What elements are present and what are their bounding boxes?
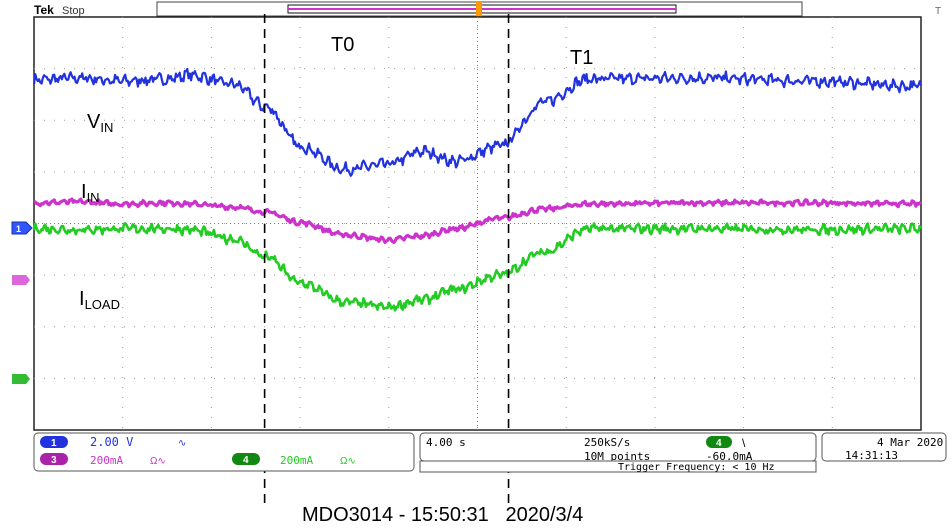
iload-label-sub: LOAD bbox=[85, 297, 120, 312]
acquisition-state: Stop bbox=[62, 5, 85, 17]
ch3-coupling-icon: Ω∿ bbox=[150, 456, 166, 467]
ch4-scale: 200mA bbox=[280, 454, 313, 467]
ch3-badge-label: 3 bbox=[51, 455, 57, 466]
ch1-scale: 2.00 V bbox=[90, 435, 133, 449]
horizontal-scale: 4.00 s bbox=[426, 436, 466, 449]
brand-label: Tek bbox=[34, 3, 54, 17]
trigger-source-label: 4 bbox=[716, 438, 722, 449]
time-readout: 14:31:13 bbox=[845, 449, 898, 462]
ch1-badge-label: 1 bbox=[51, 438, 57, 449]
marker-t0-label: T0 bbox=[331, 34, 354, 56]
trigger-frequency: Trigger Frequency: < 10 Hz bbox=[618, 462, 775, 473]
marker-t1-label: T1 bbox=[570, 47, 593, 69]
ch3-scale: 200mA bbox=[90, 454, 123, 467]
ch1-coupling-icon: ∿ bbox=[178, 438, 186, 449]
ch4-badge-label: 4 bbox=[243, 455, 249, 466]
sample-rate: 250kS/s bbox=[584, 436, 630, 449]
ch4-coupling-icon: Ω∿ bbox=[340, 456, 356, 467]
trigger-level-indicator: T bbox=[935, 6, 941, 17]
date-readout: 4 Mar 2020 bbox=[877, 436, 943, 449]
vin-label-sub: IN bbox=[100, 120, 113, 135]
ch3-ground-marker[interactable] bbox=[12, 275, 30, 285]
vin-label-main: V bbox=[87, 111, 101, 133]
trigger-position-marker[interactable] bbox=[476, 2, 482, 17]
ch4-ground-marker[interactable] bbox=[12, 374, 30, 384]
ch1-ground-marker[interactable]: 1 bbox=[12, 222, 32, 234]
caption: MDO3014 - 15:50:31 2020/3/4 bbox=[302, 504, 583, 526]
iin-label-sub: IN bbox=[87, 190, 100, 205]
trigger-source-badge[interactable]: 4 bbox=[706, 436, 732, 449]
ch1-marker-label: 1 bbox=[16, 224, 21, 234]
